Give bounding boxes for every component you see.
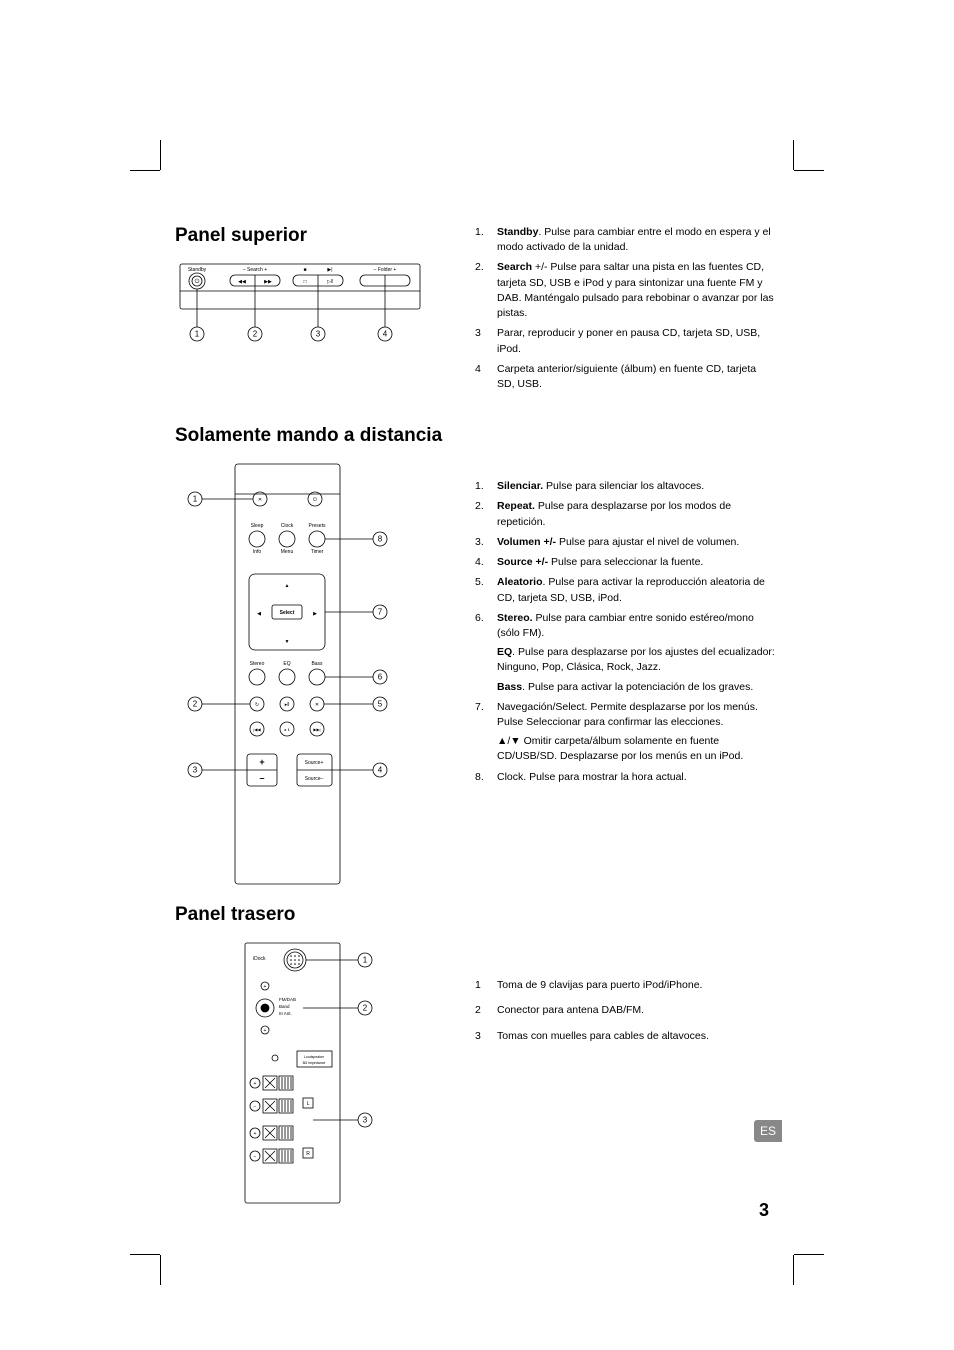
svg-text:– Folder +: – Folder + [374,267,397,273]
svg-text:4: 4 [383,330,388,339]
svg-text:3: 3 [193,766,198,775]
svg-text:FM/DAB: FM/DAB [279,997,296,1002]
language-tab: ES [754,1120,782,1142]
svg-text:4: 4 [378,766,383,775]
svg-text:Menu: Menu [281,549,294,555]
svg-text:Stereo: Stereo [250,661,265,667]
svg-text:III Ant.: III Ant. [279,1011,292,1016]
svg-text:▲: ▲ [285,583,290,589]
svg-text:Clock: Clock [281,523,294,529]
svg-text:2: 2 [253,330,258,339]
section-title-remote: Solamente mando a distancia [175,425,775,447]
svg-text:+: + [254,1131,257,1137]
svg-text:↻: ↻ [255,702,259,708]
svg-text:−: − [254,1154,257,1160]
section-title-top: Panel superior [175,225,455,247]
svg-text:8: 8 [378,535,383,544]
svg-text:1: 1 [195,330,200,339]
svg-text:◀: ◀ [257,611,261,617]
svg-text:▸ ‖: ▸ ‖ [285,727,290,732]
remote-list: 1.Silenciar. Pulse para silenciar los al… [475,479,775,785]
svg-text:Select: Select [280,610,295,616]
page-number: 3 [759,1200,769,1221]
svg-text:▶▶: ▶▶ [264,279,272,285]
svg-text:L: L [307,1101,310,1107]
svg-text:▸‖: ▸‖ [285,702,290,708]
svg-text:□: □ [303,279,306,285]
svg-text:+: + [264,984,267,990]
svg-text:6: 6 [378,673,383,682]
svg-text:▶|: ▶| [327,267,332,273]
svg-text:EQ: EQ [283,661,290,667]
svg-text:2: 2 [193,700,198,709]
svg-text:8Ω Impedance: 8Ω Impedance [303,1061,326,1065]
svg-text:+: + [254,1081,257,1087]
svg-text:5: 5 [378,700,383,709]
svg-text:1: 1 [363,956,368,965]
remote-diagram: 1 ✕ ⏻ Sleep Clock Presets Info Menu Time… [175,459,415,889]
svg-text:▶▶|: ▶▶| [313,727,320,732]
svg-text:Sleep: Sleep [251,523,264,529]
svg-text:+: + [259,757,264,767]
svg-text:✕: ✕ [258,497,262,503]
svg-text:■: ■ [303,267,306,273]
svg-text:– Search +: – Search + [243,267,267,273]
svg-text:3: 3 [316,330,321,339]
section-title-rear: Panel trasero [175,904,775,926]
svg-text:iDock: iDock [253,956,266,962]
svg-text:1: 1 [193,495,198,504]
svg-text:|◀◀: |◀◀ [253,727,261,732]
svg-text:▷‖: ▷‖ [327,279,333,285]
svg-text:3: 3 [363,1116,368,1125]
rear-panel-list: 1Toma de 9 clavijas para puerto iPod/iPh… [475,978,775,1044]
svg-text:2: 2 [363,1004,368,1013]
top-panel-list: 1.Standby. Pulse para cambiar entre el m… [475,225,775,392]
svg-text:Source–: Source– [305,776,324,782]
svg-text:◀◀: ◀◀ [238,279,246,285]
svg-text:▶: ▶ [313,611,317,617]
svg-text:−: − [254,1104,257,1110]
svg-text:7: 7 [378,608,383,617]
svg-text:+: + [264,1028,267,1034]
svg-text:Loudspeaker: Loudspeaker [304,1055,325,1059]
svg-text:⏻: ⏻ [313,497,317,503]
svg-text:Presets: Presets [309,523,326,529]
svg-text:Band: Band [279,1004,290,1009]
svg-text:R: R [306,1151,310,1157]
svg-text:⏻: ⏻ [195,278,200,285]
svg-text:Timer: Timer [311,549,324,555]
svg-text:✕: ✕ [315,702,319,708]
svg-text:Source+: Source+ [305,760,324,766]
svg-text:▼: ▼ [285,639,290,645]
top-panel-diagram: Standby ⏻ – Search + ◀◀ ▶▶ ■ ▶| □ ▷‖ – F… [175,259,425,359]
svg-text:–: – [259,773,264,783]
rear-panel-diagram: iDock 1 + FM/DAB Band III Ant. + 2 [225,938,405,1208]
svg-text:Info: Info [253,549,262,555]
svg-text:Standby: Standby [188,267,207,273]
svg-text:Bass: Bass [311,661,323,667]
